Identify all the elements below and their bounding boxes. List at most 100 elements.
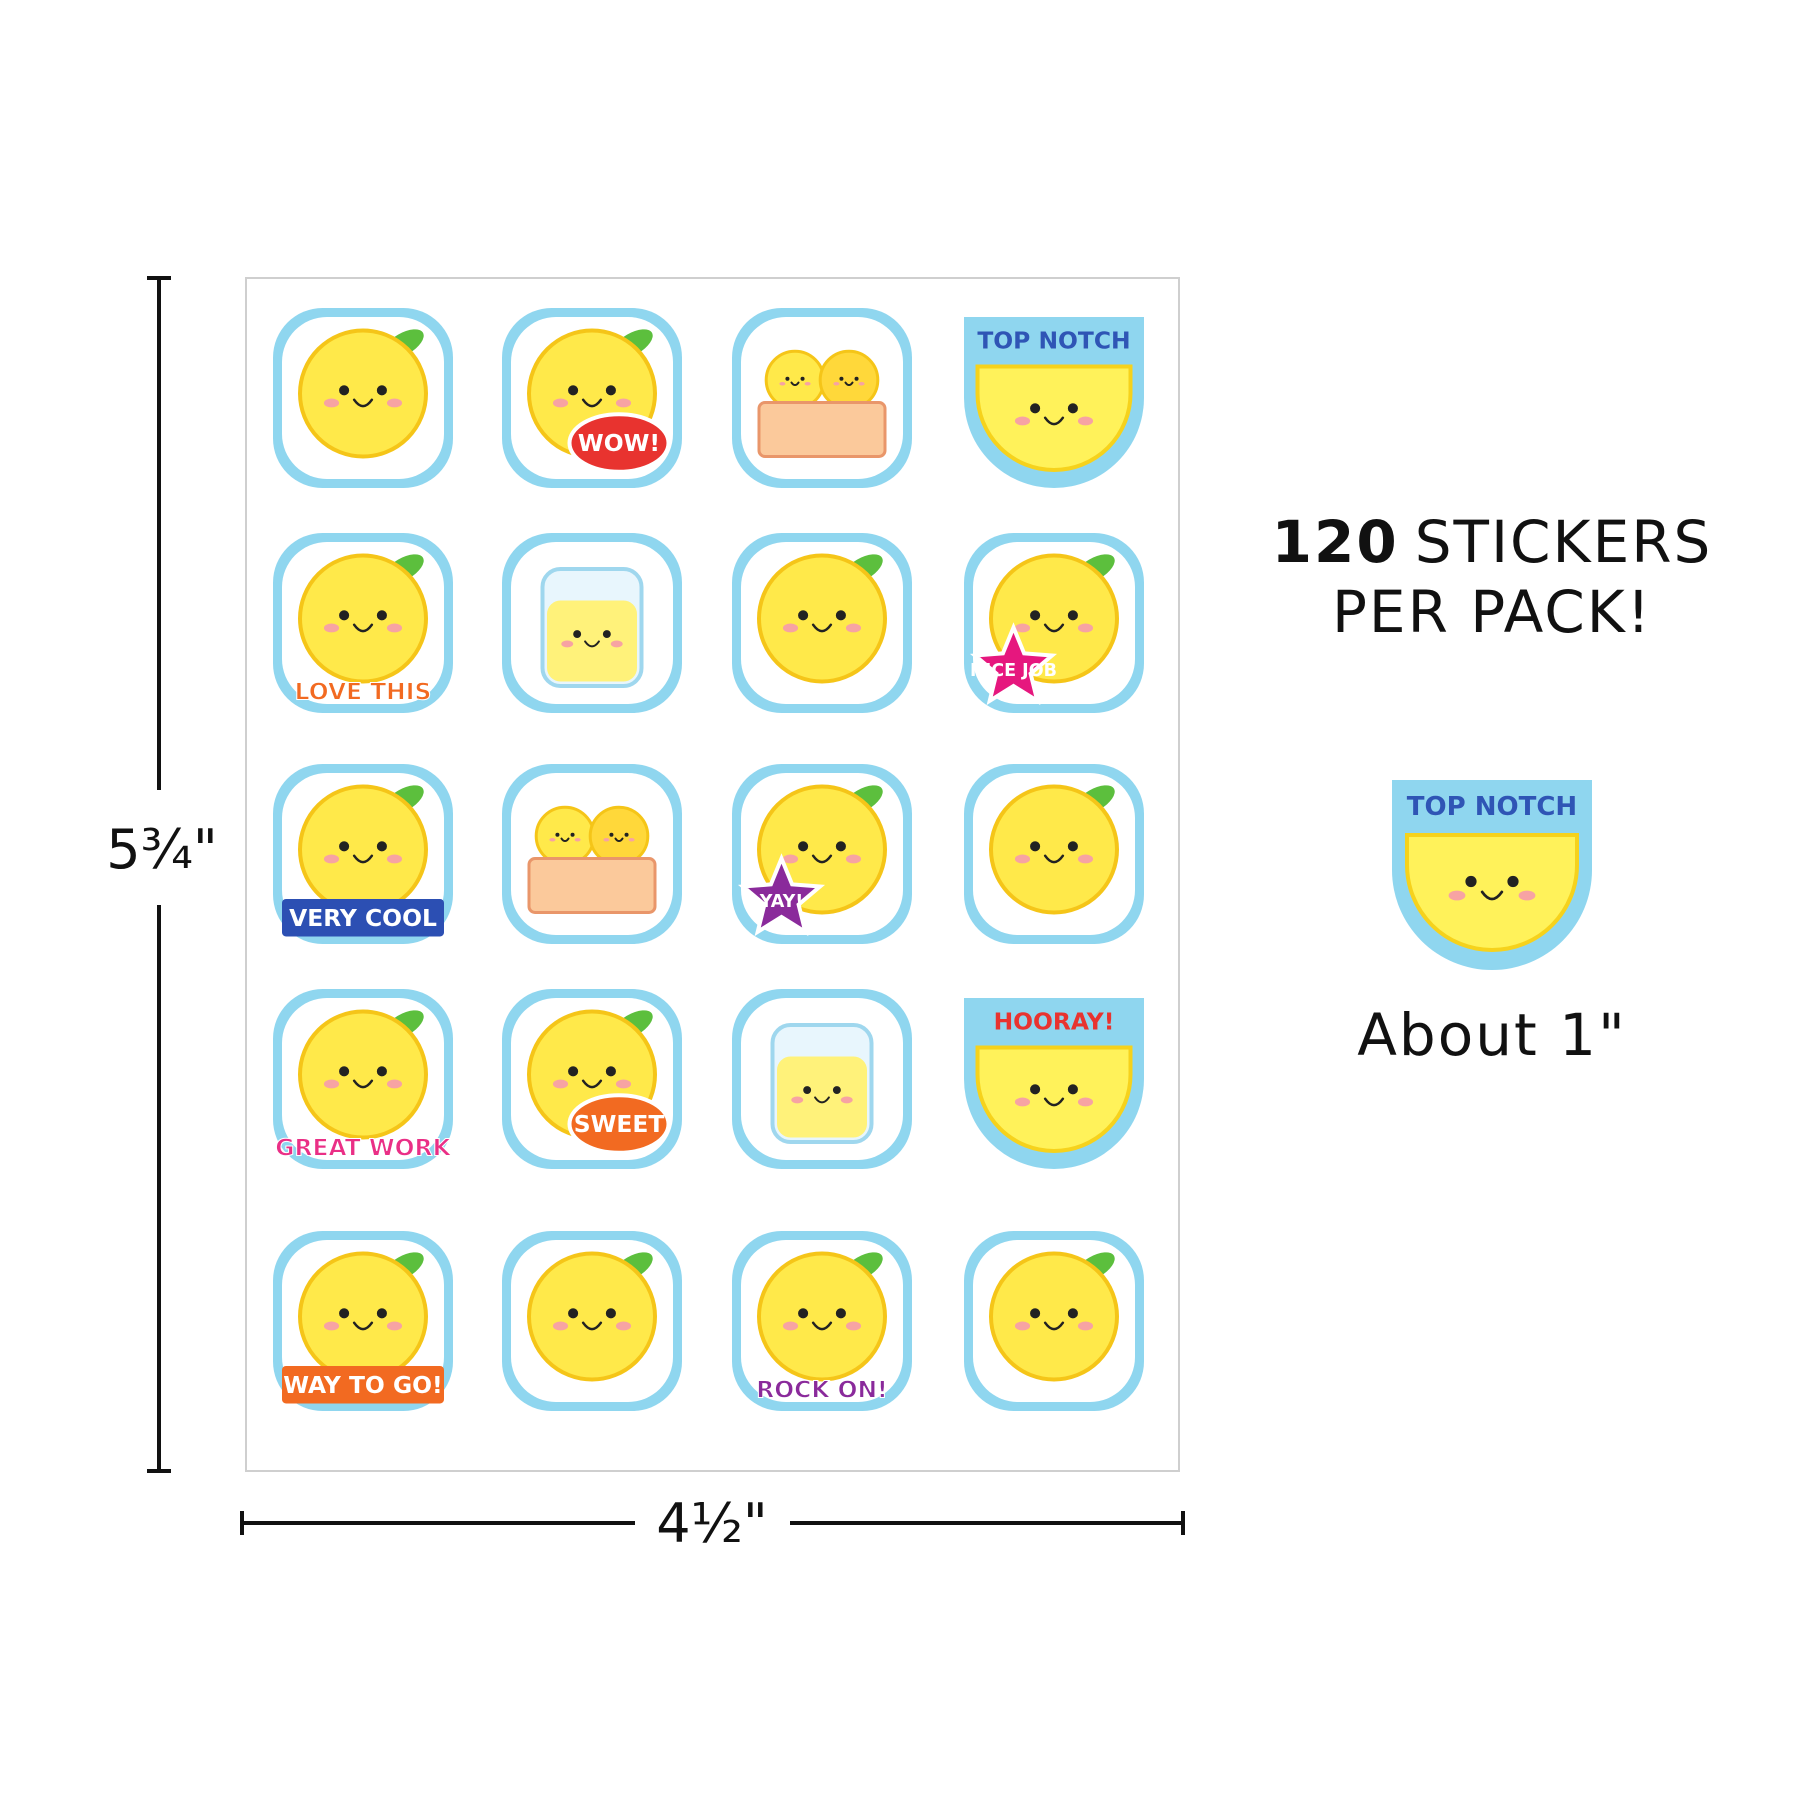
sticker xyxy=(964,764,1144,944)
sticker xyxy=(502,533,682,713)
blush xyxy=(552,1079,569,1089)
eye xyxy=(376,1308,387,1319)
eye xyxy=(832,1086,841,1094)
eye xyxy=(835,1308,846,1319)
label-banner xyxy=(282,1366,444,1404)
smile xyxy=(1043,1097,1065,1107)
sticker-label: YAY! xyxy=(759,892,804,912)
blush xyxy=(1518,890,1536,901)
lemonade xyxy=(777,1056,867,1138)
smile xyxy=(1043,1321,1065,1331)
lemon xyxy=(298,1009,428,1140)
eye xyxy=(376,841,387,852)
sticker: WOW! xyxy=(502,308,682,488)
blush xyxy=(552,398,569,408)
blush xyxy=(386,854,403,864)
blush xyxy=(782,1321,799,1331)
sticker-label: WOW! xyxy=(578,429,660,457)
pack-count-line: 120 STICKERS xyxy=(1272,508,1713,576)
eye xyxy=(798,610,809,621)
eye xyxy=(568,1308,579,1319)
blush xyxy=(858,382,865,386)
eye xyxy=(568,385,579,396)
sticker: HOORAY! xyxy=(964,998,1144,1169)
eye xyxy=(798,1308,809,1319)
smile xyxy=(1480,890,1504,901)
eye xyxy=(339,610,350,621)
eye xyxy=(624,832,629,837)
eye xyxy=(1067,610,1078,621)
lemon xyxy=(989,784,1119,915)
smile xyxy=(581,1321,603,1331)
eye xyxy=(339,1308,350,1319)
blush xyxy=(323,398,340,408)
blush xyxy=(782,854,799,864)
smile xyxy=(581,398,603,408)
height-dimension xyxy=(147,276,171,1473)
smile xyxy=(581,1079,603,1089)
eye xyxy=(1030,1084,1041,1095)
eye xyxy=(1067,1084,1078,1095)
eye xyxy=(570,832,575,837)
eye xyxy=(803,1086,812,1094)
smile xyxy=(614,837,624,843)
blush xyxy=(804,382,811,386)
blush xyxy=(779,382,786,386)
label-bubble xyxy=(567,1093,671,1155)
eye xyxy=(839,376,844,381)
blush xyxy=(1077,1321,1094,1331)
label-bubble xyxy=(567,412,671,474)
smile xyxy=(352,623,374,633)
eye xyxy=(605,1066,616,1077)
eye xyxy=(1030,1308,1041,1319)
label-star xyxy=(737,853,826,937)
blush xyxy=(615,1321,632,1331)
lemon xyxy=(989,1251,1119,1382)
sticker-label: NICE JOB xyxy=(970,661,1057,681)
lemon xyxy=(534,805,596,867)
smile xyxy=(352,854,374,864)
eye xyxy=(1030,841,1041,852)
eye xyxy=(376,610,387,621)
sticker xyxy=(273,308,453,488)
lemon-half xyxy=(975,364,1133,472)
eye xyxy=(573,630,582,638)
eye xyxy=(854,376,859,381)
sticker-label: VERY COOL xyxy=(289,904,437,932)
blush xyxy=(1077,623,1094,633)
blush xyxy=(574,838,581,842)
eye xyxy=(339,385,350,396)
smile xyxy=(814,1096,830,1104)
eye xyxy=(609,832,614,837)
eye xyxy=(1067,841,1078,852)
pack-unit: STICKERS xyxy=(1415,508,1713,576)
sticker: TOP NOTCH xyxy=(1392,780,1592,970)
sticker: NICE JOB xyxy=(964,533,1144,713)
pack-count: 120 xyxy=(1272,508,1399,576)
eye xyxy=(339,841,350,852)
eye xyxy=(835,610,846,621)
blush xyxy=(323,623,340,633)
sticker-label: WAY TO GO! xyxy=(283,1371,442,1399)
lemon xyxy=(527,1251,657,1382)
sticker xyxy=(964,1231,1144,1411)
eye xyxy=(1030,610,1041,621)
sticker: WAY TO GO! xyxy=(273,1231,453,1411)
eye xyxy=(605,385,616,396)
smile xyxy=(560,837,570,843)
eye xyxy=(1067,1308,1078,1319)
eye xyxy=(1465,875,1477,888)
width-dimension xyxy=(240,1511,1185,1535)
eye xyxy=(605,1308,616,1319)
blush xyxy=(1077,416,1094,426)
pack-line2: PER PACK! xyxy=(1332,578,1652,646)
sticker-label: ROCK ON! xyxy=(756,1376,887,1404)
blush xyxy=(615,1079,632,1089)
blush xyxy=(1014,854,1031,864)
eye xyxy=(1030,403,1041,414)
blush xyxy=(845,1321,862,1331)
smile xyxy=(811,623,833,633)
